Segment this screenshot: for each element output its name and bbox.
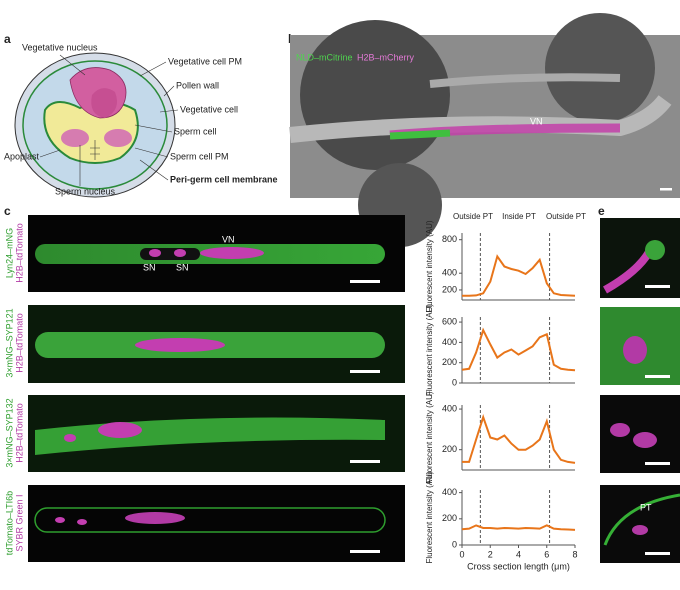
y-tick-label: 0 (452, 539, 457, 549)
label: Sperm nucleus (55, 186, 116, 196)
label: Sperm cell PM (170, 151, 229, 161)
y-tick-label: 400 (442, 268, 457, 278)
row-label: tdTomato–LTI6b (4, 491, 14, 555)
y-axis-label: Fluorescent intensity (AU) (425, 471, 434, 563)
micrograph-row (28, 395, 405, 472)
y-tick-label: 800 (442, 234, 457, 244)
row-label: H2B–tdTomato (14, 403, 24, 463)
y-axis-label: Fluorescent intensity (AU) (425, 391, 434, 483)
x-tick-label: 8 (572, 549, 577, 559)
intensity-line (461, 524, 576, 531)
row-label: H2B–tdTomato (14, 313, 24, 373)
annotation: VN (222, 234, 235, 244)
label: Sperm cell (174, 126, 217, 136)
y-tick-label: 0 (452, 377, 457, 387)
label: Apoplast (4, 151, 40, 161)
row-label: H2B–tdTomato (14, 223, 24, 283)
y-tick-label: 200 (442, 513, 457, 523)
micrograph-column (600, 218, 680, 563)
annotation: SN (176, 262, 189, 272)
panel-letter: a (4, 32, 11, 46)
intensity-line (462, 254, 576, 297)
panel-letter: c (4, 204, 11, 218)
intensity-line (461, 327, 576, 372)
x-tick-label: 2 (488, 549, 493, 559)
micrograph-row (28, 485, 405, 562)
micrograph (289, 13, 680, 247)
micrograph-row (28, 305, 405, 383)
y-tick-label: 400 (442, 487, 457, 497)
y-tick-label: 200 (442, 284, 457, 294)
annotation: VN (530, 116, 543, 126)
x-axis-label: Cross section length (μm) (467, 561, 570, 571)
row-label: 3×mNG–SYP121 (4, 308, 14, 377)
y-axis-label: Fluorescent intensity (AU) (425, 220, 434, 312)
label: Peri-germ cell membrane (170, 174, 278, 184)
label: Vegetative nucleus (22, 42, 98, 52)
y-tick-label: 400 (442, 403, 457, 413)
micrograph-row (28, 215, 405, 292)
y-tick-label: 400 (442, 337, 457, 347)
row-label: 3×mNG–SYP132 (4, 398, 14, 467)
x-tick-label: 4 (516, 549, 521, 559)
y-tick-label: 200 (442, 357, 457, 367)
channel-label: NLD–mCitrine (296, 52, 353, 62)
annotation: PT (640, 502, 652, 512)
x-tick-label: 0 (459, 549, 464, 559)
label: Vegetative cell PM (168, 56, 242, 66)
annotation: SN (143, 262, 156, 272)
region-label: Inside PT (502, 212, 536, 221)
y-tick-label: 600 (442, 316, 457, 326)
row-label: Lyn24–mNG (4, 228, 14, 278)
label: Vegetative cell (180, 104, 238, 114)
y-axis-label: Fluorescent intensity (AU) (425, 304, 434, 396)
y-tick-label: 200 (442, 444, 457, 454)
label: Pollen wall (176, 80, 219, 90)
region-label: Outside PT (546, 212, 586, 221)
channel-label: H2B–mCherry (357, 52, 415, 62)
row-label: SYBR Green I (14, 494, 24, 551)
x-tick-label: 6 (544, 549, 549, 559)
panel-letter: e (598, 204, 605, 218)
pollen-diagram (14, 52, 176, 198)
intensity-line (462, 414, 576, 464)
region-label: Outside PT (453, 212, 493, 221)
